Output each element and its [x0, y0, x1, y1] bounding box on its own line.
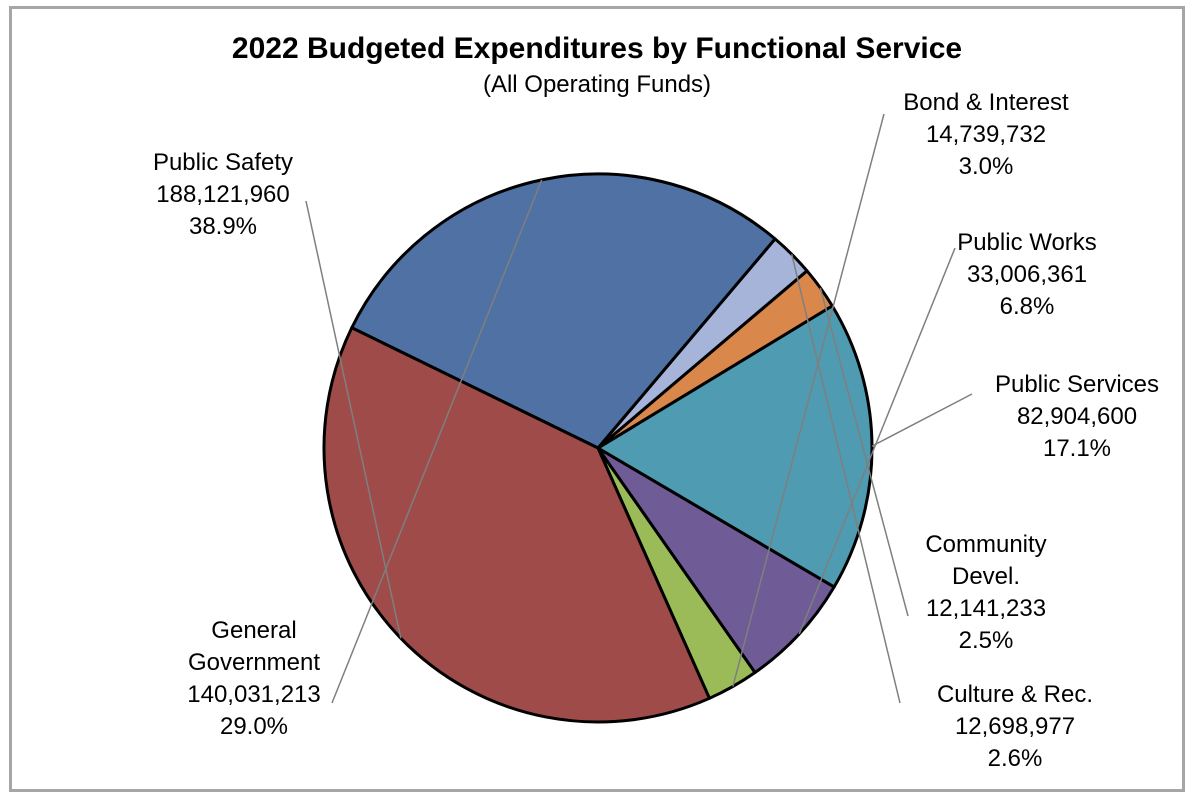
leader-line-public-works: [798, 247, 956, 635]
slice-label-value: 12,698,977: [955, 713, 1075, 740]
slice-label-name: Public Safety: [153, 149, 293, 176]
leader-line-public-safety: [305, 200, 402, 639]
slice-label-value: 188,121,960: [156, 181, 289, 208]
slice-label-community-devel: Community Devel. 12,141,233 2.5%: [925, 531, 1046, 654]
leader-line-culture-rec: [790, 254, 901, 704]
chart-subtitle: (All Operating Funds): [483, 71, 711, 98]
slice-label-value: 140,031,213: [187, 681, 320, 708]
slice-label-public-works: Public Works 33,006,361 6.8%: [957, 229, 1097, 320]
slice-label-percent: 6.8%: [1000, 293, 1055, 320]
slice-label-percent: 3.0%: [959, 153, 1014, 180]
leader-line-community-devel: [819, 287, 909, 617]
slice-label-name: Culture & Rec.: [937, 681, 1093, 708]
slice-label-general-government: General Government 140,031,213 29.0%: [187, 617, 320, 740]
slice-label-percent: 2.5%: [959, 627, 1014, 654]
slice-label-public-safety: Public Safety 188,121,960 38.9%: [153, 149, 293, 240]
slice-label-value: 14,739,732: [926, 121, 1046, 148]
slice-label-percent: 2.6%: [988, 745, 1043, 772]
slice-label-public-services: Public Services 82,904,600 17.1%: [995, 371, 1159, 462]
slice-label-name: Public Services: [995, 371, 1159, 398]
pie-slices: [322, 172, 874, 724]
slice-label-bond-interest: Bond & Interest 14,739,732 3.0%: [903, 89, 1069, 180]
leader-lines: [305, 113, 973, 704]
slice-label-culture-rec: Culture & Rec. 12,698,977 2.6%: [937, 681, 1093, 772]
slice-label-name: Public Works: [957, 229, 1097, 256]
slice-label-name: Bond & Interest: [903, 89, 1069, 116]
slice-label-name: Community: [925, 531, 1046, 558]
slice-label-percent: 38.9%: [189, 213, 257, 240]
leader-line-public-services: [871, 393, 973, 447]
slice-label-percent: 29.0%: [220, 713, 288, 740]
slice-labels: Bond & Interest 14,739,732 3.0% Public Work…: [153, 89, 1159, 772]
chart-title: 2022 Budgeted Expenditures by Functional…: [232, 32, 962, 65]
slice-label-percent: 17.1%: [1043, 435, 1111, 462]
leader-line-general-government: [331, 179, 543, 704]
slice-label-name: Devel.: [952, 563, 1020, 590]
slice-label-name: Government: [188, 649, 320, 676]
slice-label-value: 12,141,233: [926, 595, 1046, 622]
leader-line-bond-interest: [732, 113, 885, 687]
slice-label-name: General: [211, 617, 296, 644]
slice-label-value: 33,006,361: [967, 261, 1087, 288]
slice-label-value: 82,904,600: [1017, 403, 1137, 430]
